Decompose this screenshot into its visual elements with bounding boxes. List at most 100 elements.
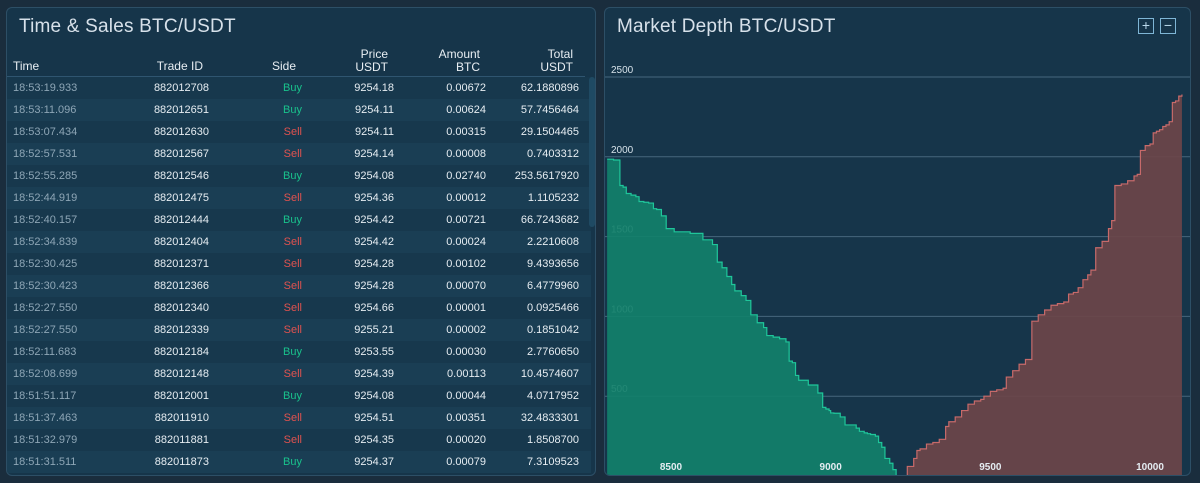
zoom-in-button[interactable]: + bbox=[1138, 18, 1154, 34]
trade-side: Sell bbox=[283, 434, 302, 446]
header-amount[interactable]: Amount BTC bbox=[439, 48, 480, 74]
trade-total: 0.1851042 bbox=[527, 324, 579, 336]
trade-time: 18:51:51.117 bbox=[13, 390, 77, 402]
time-sales-panel: Time & Sales BTC/USDT Time Trade ID Side… bbox=[6, 7, 596, 476]
table-row[interactable]: 18:53:07.434 882012630 Sell 9254.11 0.00315 2… bbox=[7, 121, 591, 143]
trades-table-body[interactable]: 18:53:19.933 882012708 Buy 9254.18 0.00672 62… bbox=[7, 77, 591, 475]
trade-side: Buy bbox=[283, 346, 302, 358]
table-row[interactable]: 18:52:30.423 882012366 Sell 9254.28 0.00070 6… bbox=[7, 275, 591, 297]
trade-side: Sell bbox=[283, 258, 302, 270]
trade-amount: 0.00030 bbox=[446, 346, 486, 358]
y-tick-label: 2500 bbox=[611, 65, 634, 76]
trade-time: 18:51:31.511 bbox=[13, 456, 77, 468]
trade-side: Sell bbox=[283, 192, 302, 204]
header-price[interactable]: Price USDT bbox=[355, 48, 388, 74]
trade-total: 1.1105232 bbox=[527, 192, 579, 204]
trade-amount: 0.00351 bbox=[446, 412, 486, 424]
table-row[interactable]: 18:52:34.839 882012404 Sell 9254.42 0.00024 2… bbox=[7, 231, 591, 253]
trade-time: 18:52:11.683 bbox=[13, 346, 77, 358]
trade-total: 7.3109523 bbox=[527, 456, 579, 468]
trade-amount: 0.00624 bbox=[446, 104, 486, 116]
table-row[interactable]: 18:52:44.919 882012475 Sell 9254.36 0.00012 1… bbox=[7, 187, 591, 209]
trade-price: 9254.66 bbox=[354, 302, 394, 314]
trade-time: 18:51:32.979 bbox=[13, 434, 78, 446]
trade-side: Sell bbox=[283, 280, 302, 292]
trade-total: 10.4574607 bbox=[520, 368, 579, 380]
trade-price: 9254.28 bbox=[354, 280, 394, 292]
trade-id: 882012708 bbox=[153, 82, 209, 94]
trade-time: 18:52:30.425 bbox=[13, 258, 78, 270]
trade-price: 9254.08 bbox=[354, 170, 394, 182]
table-scrollbar[interactable] bbox=[589, 77, 595, 227]
trade-side: Sell bbox=[283, 302, 302, 314]
table-row[interactable]: 18:52:08.699 882012148 Sell 9254.39 0.00113 1… bbox=[7, 363, 591, 385]
trade-id: 882012475 bbox=[153, 192, 209, 204]
trade-amount: 0.00079 bbox=[446, 456, 486, 468]
trade-amount: 0.00002 bbox=[446, 324, 486, 336]
table-row[interactable]: 18:51:51.117 882012001 Buy 9254.08 0.00044 4.… bbox=[7, 385, 591, 407]
y-tick-label: 2000 bbox=[611, 145, 634, 156]
trade-time: 18:52:30.423 bbox=[13, 280, 78, 292]
trade-amount: 0.00113 bbox=[447, 368, 486, 380]
trade-side: Sell bbox=[283, 126, 302, 138]
trade-time: 18:53:19.933 bbox=[13, 82, 78, 94]
table-row[interactable]: 18:52:27.550 882012339 Sell 9255.21 0.00002 0… bbox=[7, 319, 591, 341]
trade-price: 9254.42 bbox=[354, 214, 394, 226]
trade-price: 9254.36 bbox=[354, 192, 394, 204]
trade-time: 18:52:27.550 bbox=[13, 302, 78, 314]
trade-amount: 0.00721 bbox=[446, 214, 486, 226]
table-row[interactable]: 18:51:37.463 882011910 Sell 9254.51 0.00351 3… bbox=[7, 407, 591, 429]
table-row[interactable]: 18:52:40.157 882012444 Buy 9254.42 0.00721 66… bbox=[7, 209, 591, 231]
trade-id: 882012366 bbox=[153, 280, 209, 292]
trade-side: Buy bbox=[283, 456, 302, 468]
table-row[interactable]: 18:52:27.550 882012340 Sell 9254.66 0.00001 0… bbox=[7, 297, 591, 319]
trade-time: 18:53:11.096 bbox=[13, 104, 77, 116]
plus-icon: + bbox=[1141, 17, 1151, 33]
trade-id: 882011873 bbox=[154, 456, 209, 468]
table-row[interactable]: 18:52:11.683 882012184 Buy 9253.55 0.00030 2.… bbox=[7, 341, 591, 363]
trade-side: Sell bbox=[283, 412, 302, 424]
trade-time: 18:52:44.919 bbox=[13, 192, 78, 204]
trade-total: 4.0717952 bbox=[527, 390, 579, 402]
bid-depth-area bbox=[607, 159, 897, 475]
trade-total: 62.1880896 bbox=[520, 82, 579, 94]
trade-total: 57.7456464 bbox=[520, 104, 579, 116]
trade-side: Buy bbox=[283, 170, 302, 182]
table-row[interactable]: 18:53:19.933 882012708 Buy 9254.18 0.00672 62… bbox=[7, 77, 591, 99]
bid-depth-line bbox=[607, 158, 897, 475]
depth-chart[interactable]: 500100015002000250085009000950010000 bbox=[605, 46, 1190, 476]
trade-amount: 0.00001 bbox=[446, 302, 486, 314]
table-row[interactable]: 18:53:11.096 882012651 Buy 9254.11 0.00624 57… bbox=[7, 99, 591, 121]
time-sales-title: Time & Sales BTC/USDT bbox=[19, 16, 236, 37]
trade-side: Sell bbox=[283, 324, 302, 336]
trade-price: 9254.28 bbox=[354, 258, 394, 270]
trade-id: 882012630 bbox=[153, 126, 209, 138]
table-row[interactable]: 18:52:57.531 882012567 Sell 9254.14 0.00008 0… bbox=[7, 143, 591, 165]
trade-side: Buy bbox=[283, 82, 302, 94]
trade-price: 9254.51 bbox=[354, 412, 394, 424]
trade-amount: 0.00315 bbox=[446, 126, 486, 138]
trade-amount: 0.00012 bbox=[446, 192, 486, 204]
header-trade-id[interactable]: Trade ID bbox=[156, 59, 203, 73]
table-row[interactable]: 18:52:30.425 882012371 Sell 9254.28 0.00102 9… bbox=[7, 253, 591, 275]
header-side[interactable]: Side bbox=[271, 59, 296, 73]
table-row[interactable]: 18:51:31.511 882011873 Buy 9254.37 0.00079 7.… bbox=[7, 451, 591, 473]
trade-side: Buy bbox=[283, 214, 302, 226]
header-total-unit: USDT bbox=[540, 60, 573, 74]
trade-price: 9254.18 bbox=[354, 82, 394, 94]
table-row[interactable]: 18:52:55.285 882012546 Buy 9254.08 0.02740 25… bbox=[7, 165, 591, 187]
trade-amount: 0.00044 bbox=[446, 390, 486, 402]
trade-price: 9254.42 bbox=[354, 236, 394, 248]
x-tick-label: 8500 bbox=[660, 462, 683, 473]
table-header: Time Trade ID Side Price USDT Amount BTC… bbox=[7, 48, 585, 77]
trade-time: 18:51:37.463 bbox=[13, 412, 78, 424]
header-total-label: Total bbox=[547, 47, 573, 61]
trade-id: 882012184 bbox=[153, 346, 209, 358]
header-amount-label: Amount bbox=[438, 47, 480, 61]
zoom-out-button[interactable]: − bbox=[1160, 18, 1176, 34]
table-row[interactable]: 18:51:32.979 882011881 Sell 9254.35 0.00020 1… bbox=[7, 429, 591, 451]
header-total[interactable]: Total USDT bbox=[540, 48, 573, 74]
trade-time: 18:52:57.531 bbox=[13, 148, 78, 160]
trade-price: 9254.37 bbox=[354, 456, 394, 468]
header-time[interactable]: Time bbox=[13, 59, 40, 73]
